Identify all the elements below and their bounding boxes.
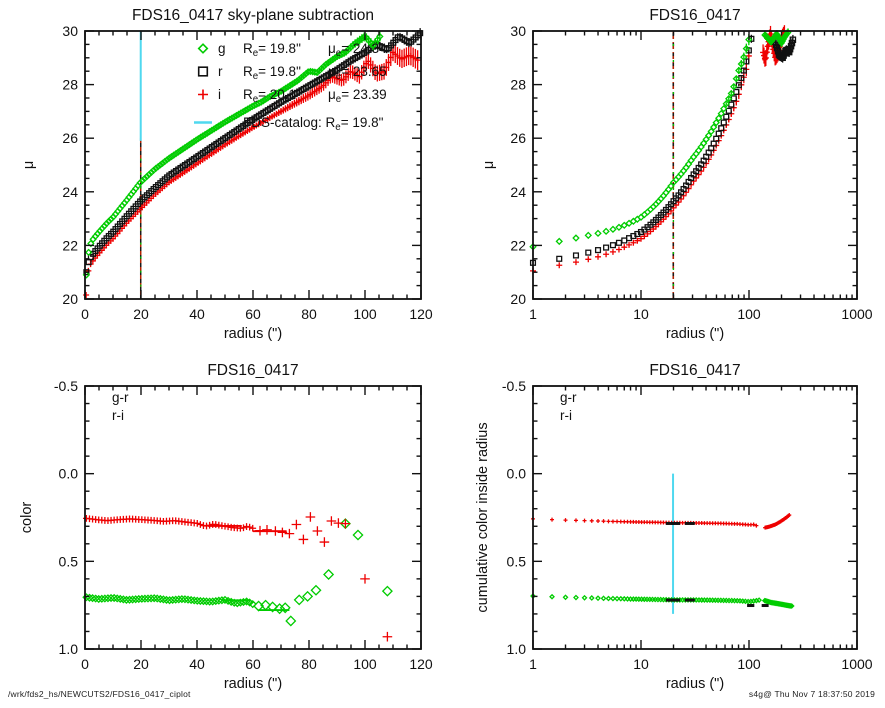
x-tick-label: 10 xyxy=(633,656,649,672)
y-tick-label: 26 xyxy=(62,130,78,146)
series-r xyxy=(83,28,424,276)
x-tick-label: 0 xyxy=(81,656,89,672)
y-tick-label: 0.5 xyxy=(507,553,527,569)
series-i xyxy=(83,43,421,298)
series-label-g-r: g-r xyxy=(112,390,129,405)
panel-title: FDS16_0417 sky-plane subtraction xyxy=(132,7,374,24)
series-g xyxy=(529,33,753,251)
x-tick-label: 80 xyxy=(301,656,317,672)
x-tick-label: 1 xyxy=(529,306,537,322)
axis-ticks xyxy=(84,30,422,300)
series-g-outer xyxy=(761,28,792,48)
series-label-g-r: g-r xyxy=(560,390,577,405)
panel-title: FDS16_0417 xyxy=(207,362,298,379)
series-g-r xyxy=(82,593,257,609)
x-tick-label: 120 xyxy=(409,656,433,672)
series-i xyxy=(530,48,752,274)
axes-frame xyxy=(532,385,858,650)
x-tick-label: 60 xyxy=(245,306,261,322)
y-tick-label: 0.0 xyxy=(59,466,79,482)
x-tick-label: 100 xyxy=(737,656,761,672)
y-axis-label: μ xyxy=(21,161,37,169)
panel-title: FDS16_0417 xyxy=(649,362,740,379)
y-tick-label: 22 xyxy=(510,237,526,253)
x-tick-label: 100 xyxy=(353,306,377,322)
axis-ticks xyxy=(84,385,422,650)
x-tick-label: 100 xyxy=(737,306,761,322)
x-tick-label: 80 xyxy=(301,306,317,322)
series-r xyxy=(529,34,755,266)
y-tick-label: 0.5 xyxy=(59,553,79,569)
footer-timestamp: s4g@ Thu Nov 7 18:37:50 2019 xyxy=(748,689,875,699)
series-label-r-i: r-i xyxy=(112,408,124,423)
panel-cumulative-color: 1 10 100 1000 1.0 0.5 0.0 -0.5 FDS16_0417radius … xyxy=(475,362,873,692)
y-tick-label: 30 xyxy=(510,23,526,39)
y-tick-label: -0.5 xyxy=(502,378,526,394)
svg-text:Re= 19.8": Re= 19.8" xyxy=(243,41,301,59)
y-tick-label: 20 xyxy=(62,291,78,307)
series-cum-r-i xyxy=(531,516,759,528)
y-tick-label: 22 xyxy=(62,237,78,253)
y-tick-label: 30 xyxy=(62,23,78,39)
x-tick-label: 40 xyxy=(189,656,205,672)
svg-text:FDS-catalog: Re= 19.8": FDS-catalog: Re= 19.8" xyxy=(243,115,384,133)
x-tick-label: 60 xyxy=(245,656,261,672)
x-axis-label: radius (") xyxy=(666,676,724,692)
y-tick-label: 20 xyxy=(510,291,526,307)
x-tick-label: 0 xyxy=(81,306,89,322)
x-axis-label: radius (") xyxy=(224,326,282,342)
svg-text:μe= 23.65: μe= 23.65 xyxy=(328,64,387,82)
x-tick-label: 1000 xyxy=(841,306,872,322)
series-g-r-outer xyxy=(253,518,393,627)
y-tick-label: 28 xyxy=(510,77,526,93)
svg-text:Re= 19.8": Re= 19.8" xyxy=(243,64,301,82)
x-tick-label: 20 xyxy=(133,306,149,322)
axes-frame xyxy=(532,30,858,300)
panel-title: FDS16_0417 xyxy=(649,7,740,24)
legend-band: i xyxy=(218,87,221,102)
x-tick-label: 120 xyxy=(409,306,433,322)
y-tick-label: 26 xyxy=(510,130,526,146)
x-tick-label: 1 xyxy=(529,656,537,672)
x-tick-label: 10 xyxy=(633,306,649,322)
y-tick-label: 0.0 xyxy=(507,466,527,482)
axis-ticks xyxy=(532,30,858,300)
y-axis-label: μ xyxy=(481,161,497,169)
x-axis-label: radius (") xyxy=(666,326,724,342)
svg-text:μe= 23.39: μe= 23.39 xyxy=(328,87,387,105)
y-tick-label: 1.0 xyxy=(59,641,79,657)
y-tick-label: -0.5 xyxy=(54,378,78,394)
y-tick-label: 1.0 xyxy=(507,641,527,657)
series-g xyxy=(82,31,384,279)
y-tick-label: 24 xyxy=(510,184,526,200)
y-axis-label: cumulative color inside radius xyxy=(475,422,491,612)
legend: g Re= 19.8" μe= 24.34 r Re= 19.8" μe= 23.65 i R… xyxy=(194,41,387,133)
svg-text:Re= 20.1": Re= 20.1" xyxy=(243,87,301,105)
x-axis-label: radius (") xyxy=(224,676,282,692)
x-tick-label: 20 xyxy=(133,656,149,672)
svg-text:μe= 24.34: μe= 24.34 xyxy=(328,41,387,59)
legend-band: g xyxy=(218,41,226,56)
panel-color-profile: 0 20 40 60 80 100 120 1.0 0.5 0.0 -0.5 FDS16_0417ra… xyxy=(19,362,433,692)
x-tick-label: 100 xyxy=(353,656,377,672)
x-tick-label: 1000 xyxy=(841,656,872,672)
series-cum-g-r-tail xyxy=(761,597,795,609)
axis-ticks xyxy=(532,385,858,650)
x-tick-label: 40 xyxy=(189,306,205,322)
series-cum-g-r xyxy=(530,593,763,605)
y-tick-label: 24 xyxy=(62,184,78,200)
footer-plot-path: /wrk/fds2_hs/NEWCUTS2/FDS16_0417_ciplot xyxy=(8,689,191,699)
series-cum-r-i-tail xyxy=(763,513,792,530)
y-axis-label: color xyxy=(19,502,35,534)
legend-band: r xyxy=(218,64,223,79)
series-label-r-i: r-i xyxy=(560,408,572,423)
series-r-i xyxy=(83,514,257,532)
y-tick-label: 28 xyxy=(62,77,78,93)
